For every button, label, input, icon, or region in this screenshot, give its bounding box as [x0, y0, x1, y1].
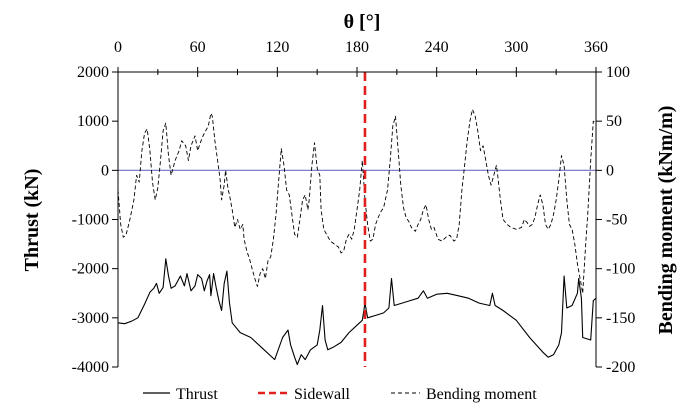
y-right-tick-label: -200: [606, 359, 635, 376]
y-left-tick-label: 1000: [77, 113, 109, 130]
y-axis-right-title: Bending moment (kNm/m): [655, 106, 677, 335]
y-left-tick-label: -1000: [72, 212, 109, 229]
y-axis-left-title: Thrust (kN): [21, 169, 43, 272]
y-left-tick-label: -2000: [72, 261, 109, 278]
y-left-tick-label: 0: [101, 162, 109, 179]
legend-label-bending-moment: Bending moment: [426, 386, 537, 403]
y-left-tick-label: 2000: [77, 64, 109, 81]
x-tick-label: 360: [584, 39, 608, 56]
y-right-tick-label: 0: [606, 162, 614, 179]
y-left-tick-label: -3000: [72, 310, 109, 327]
legend-label-sidewall: Sidewall: [294, 386, 351, 403]
y-right-tick-label: 100: [606, 64, 630, 81]
x-tick-label: 120: [265, 39, 289, 56]
y-right-tick-label: -150: [606, 310, 635, 327]
x-tick-label: 0: [114, 39, 122, 56]
ticks-layer: 0 60 120 180 240 300 360200010000-1000-2000-30…: [72, 39, 636, 376]
y-right-tick-label: -50: [606, 212, 627, 229]
axes-layer: [117, 71, 597, 367]
series-line-thrust: [117, 258, 597, 366]
y-right-tick-label: 50: [606, 113, 622, 130]
legend-label-thrust: Thrust: [176, 386, 218, 403]
series-layer: [117, 108, 597, 366]
series-line-bending-moment: [117, 108, 597, 294]
legend: Thrust Sidewall Bending moment: [143, 386, 537, 403]
x-tick-label: 240: [425, 39, 449, 56]
x-axis-title: θ [°]: [344, 11, 381, 33]
y-left-tick-label: -4000: [72, 359, 109, 376]
y-right-tick-label: -100: [606, 261, 635, 278]
x-tick-label: 300: [504, 39, 528, 56]
x-tick-label: 180: [345, 39, 369, 56]
x-tick-label: 60: [190, 39, 206, 56]
